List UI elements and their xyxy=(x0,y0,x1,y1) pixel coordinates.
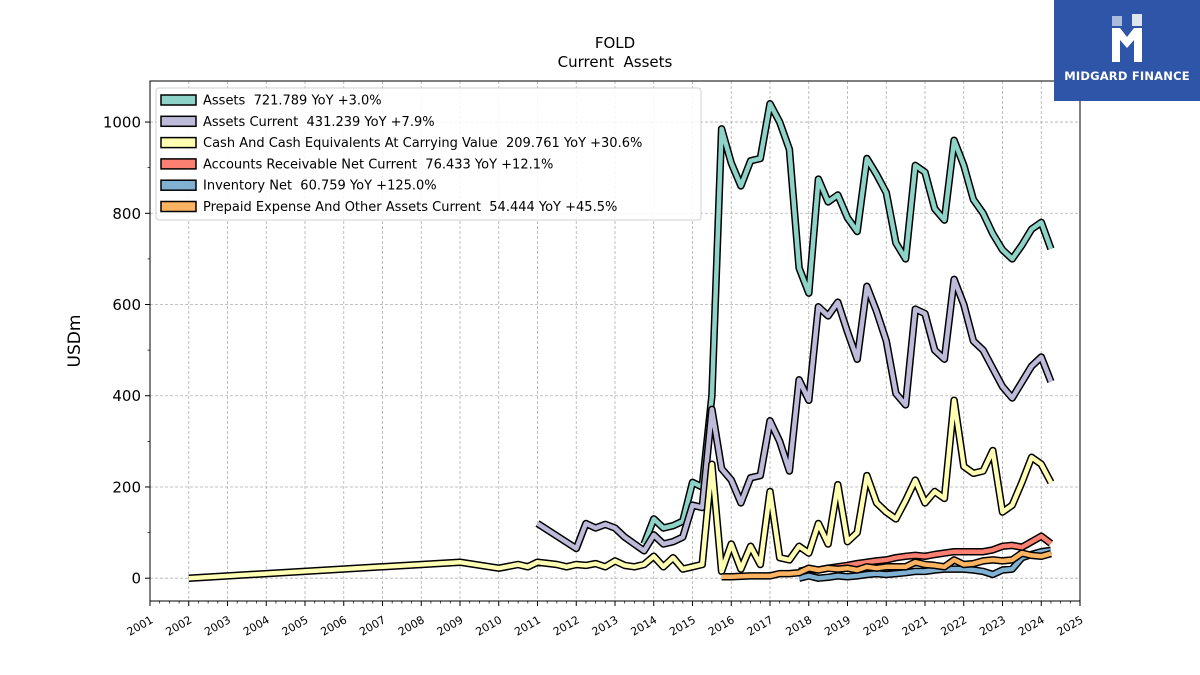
x-tick-label: 2011 xyxy=(512,613,543,638)
midgard-logo-icon xyxy=(1112,14,1142,62)
legend-swatch xyxy=(160,94,197,106)
legend-label: Prepaid Expense And Other Assets Current… xyxy=(203,200,617,215)
series-1 xyxy=(640,100,1055,546)
y-axis: 0 200 400 600 800 1000 xyxy=(103,114,150,588)
y-axis-label: USDm xyxy=(65,315,85,368)
y-tick-label: 600 xyxy=(112,296,141,314)
legend-swatch xyxy=(160,158,197,170)
y-tick-label: 400 xyxy=(112,387,141,405)
series-layer xyxy=(188,100,1055,582)
series-line xyxy=(798,548,1052,581)
x-tick-label: 2009 xyxy=(435,613,466,638)
legend-swatch xyxy=(160,136,197,149)
x-tick-label: 2021 xyxy=(900,613,931,638)
x-tick-label: 2004 xyxy=(241,613,272,638)
x-tick-label: 2010 xyxy=(474,613,505,638)
x-tick-label: 2023 xyxy=(977,613,1008,638)
x-tick-label: 2022 xyxy=(939,613,970,638)
legend-label: Assets 721.789 YoY +3.0% xyxy=(203,94,382,109)
series-line xyxy=(536,277,1053,554)
x-tick-label: 2006 xyxy=(319,613,350,638)
brand-logo: MIDGARD FINANCE xyxy=(1054,0,1200,101)
y-tick-label: 0 xyxy=(131,570,141,588)
legend-label: Accounts Receivable Net Current 76.433 Y… xyxy=(203,157,553,172)
chart-title: FOLD xyxy=(595,34,635,52)
x-tick-label: 2016 xyxy=(706,613,737,638)
legend: Assets 721.789 YoY +3.0% Assets Current 4… xyxy=(155,87,702,221)
x-tick-label: 2019 xyxy=(822,613,853,638)
x-tick-label: 2020 xyxy=(861,613,892,638)
legend-label: Cash And Cash Equivalents At Carrying Va… xyxy=(203,136,642,151)
x-tick-label: 2013 xyxy=(590,613,621,638)
y-tick-label: 800 xyxy=(112,205,141,223)
series-5 xyxy=(798,546,1052,582)
x-tick-label: 2014 xyxy=(629,613,660,638)
x-tick-label: 2024 xyxy=(1016,613,1047,638)
legend-box xyxy=(155,87,702,221)
series-2 xyxy=(535,275,1055,555)
series-3 xyxy=(188,396,1055,582)
legend-label: Inventory Net 60.759 YoY +125.0% xyxy=(203,179,437,194)
y-tick-label: 1000 xyxy=(103,114,141,132)
legend-swatch xyxy=(160,200,197,213)
x-tick-label: 2003 xyxy=(202,613,233,638)
legend-swatch xyxy=(160,179,197,191)
x-tick-label: 2012 xyxy=(551,613,582,638)
x-tick-label: 2018 xyxy=(784,613,815,638)
x-tick-label: 2002 xyxy=(164,613,195,638)
x-tick-label: 2025 xyxy=(1055,613,1086,638)
series-line xyxy=(721,550,1052,580)
brand-name: MIDGARD FINANCE xyxy=(1064,69,1190,83)
series-6 xyxy=(721,549,1052,581)
y-tick-label: 200 xyxy=(112,478,141,496)
x-axis: 2001 2002 2003 2004 2005 2006 2007 2008 2009 2010… xyxy=(125,601,1086,639)
series-line xyxy=(642,101,1054,545)
legend-label: Assets Current 431.239 YoY +7.9% xyxy=(203,115,435,130)
series-line xyxy=(188,398,1053,581)
chart-subtitle: Current Assets xyxy=(558,53,673,71)
x-tick-label: 2001 xyxy=(125,613,156,638)
x-tick-label: 2008 xyxy=(396,613,427,638)
x-tick-label: 2017 xyxy=(745,613,776,638)
x-tick-label: 2015 xyxy=(667,613,698,638)
x-tick-label: 2007 xyxy=(357,613,388,638)
legend-swatch xyxy=(160,115,197,128)
x-tick-label: 2005 xyxy=(280,613,311,638)
